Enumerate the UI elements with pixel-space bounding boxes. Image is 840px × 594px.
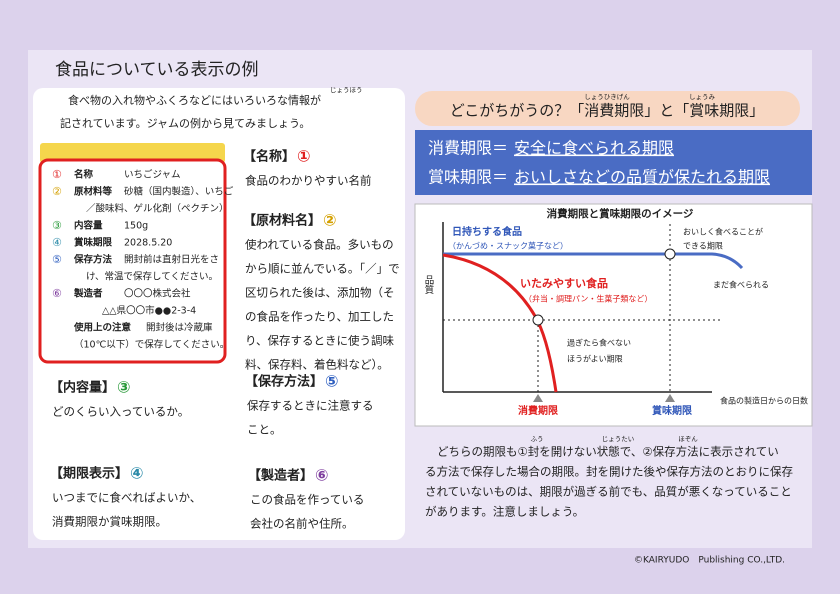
label-cont: ／酸味料、ゲル化剤（ペクチン） [86,203,229,215]
label-val: 開封後は冷蔵庫 [146,322,213,334]
item-head: 【期限表示】 [50,466,128,482]
annotation: ほうがよい期限 [567,354,623,364]
red-note: （弁当・調理パン・生菓子類など） [524,294,652,304]
item-num: ② [323,211,337,230]
ruby: ふう [531,435,544,443]
definition-key: 賞味期限＝ [428,168,508,187]
label-key: 賞味期限 [74,237,113,249]
item-line: 会社の名前や住所。 [250,517,354,531]
y-label: 品質 [423,275,435,295]
item-line: こと。 [247,423,282,437]
ruby: しょうみ [689,93,716,101]
annotation: 過ぎたら食べない [567,338,631,348]
ruby: じょうほう [330,86,363,94]
item-num: ⑥ [315,466,329,485]
question: どこがちがうの？「消費期限」と「賞味期限」 [450,102,765,120]
paragraph-line: されていないものは、期限が過ぎる前でも、品質が悪くなっていること [425,485,792,499]
item-line: この食品を作っている [250,493,364,507]
item-line: 料、保存料、着色料など）。 [245,358,389,372]
item-num: ③ [117,378,131,397]
point [664,248,676,260]
ruby: しょうひきげん [584,92,630,101]
label-key: 使用上の注意 [73,322,132,334]
image-frame [414,203,813,427]
red-name: いたみやすい食品 [520,276,608,290]
mark-label: 消費期限 [518,404,559,417]
item-num: ④ [130,464,144,483]
ruby: じょうたい [602,435,635,443]
label-val: 砂糖（国内製造）、いちご [124,186,234,198]
label-key: 製造者 [73,288,103,300]
point [532,314,544,326]
item-head: 【名称】 [243,149,295,165]
label-num: ③ [52,219,62,232]
label-key: 保存方法 [73,254,113,266]
item-head: 【保存方法】 [245,374,323,390]
title: 食品についている表示の例 [55,60,259,80]
paragraph-line: る方法で保存した場合の期限。封を開けた後や保存方法のとおりに保存 [425,465,793,479]
label-num: ② [52,185,62,198]
item-head: 【内容量】 [50,380,115,396]
item-line: 保存するときに注意する [247,399,374,413]
paragraph-line: どちらの期限も①封を開けない状態で、②保存方法に表示されてい [437,445,779,459]
label-num: ⑤ [52,253,62,266]
blue-name: 日持ちする食品 [452,225,522,238]
item-line: 消費期限か賞味期限。 [52,515,167,529]
copyright: ©KAIRYUDO Publishing CO.,LTD. [634,556,785,566]
annotation: できる期限 [683,242,723,251]
item-line: の食品を作ったり、加工した [245,310,394,324]
image-title: 消費期限と賞味期限のイメージ [547,207,694,220]
definition-key: 消費期限＝ [428,139,508,158]
label-val: 開封前は直射日光をさ [124,254,219,266]
label-num: ① [52,168,62,181]
label-val: 〇〇〇株式会社 [124,288,191,300]
x-label: 食品の製造日からの日数 [720,396,808,406]
label-cont: け、常温で保存してください。 [86,271,218,283]
definition-meaning: おいしさなどの品質が保たれる期限 [514,168,770,187]
item-line: から順に並んでいる。「／」で [245,262,400,276]
item-num: ① [297,147,311,166]
label-cont: （10℃以下）で保存してください。 [74,339,229,351]
label-val: 150g [124,221,148,232]
item-head: 【原材料名】 [243,213,321,229]
definition-meaning: 安全に食べられる期限 [514,139,674,158]
intro-line: 記されています。ジャムの例から見てみましょう。 [60,116,310,130]
item-line: いつまでに食べればよいか、 [52,491,201,505]
item-line: 使われている食品。多いもの [245,238,394,252]
item-line: 区切られた後は、添加物（そ [245,286,395,300]
label-key: 内容量 [74,220,103,232]
label-key: 原材料等 [74,186,113,198]
label-num: ④ [52,236,62,249]
label-val: 2028.5.20 [124,238,172,249]
item-line: 食品のわかりやすい名前 [245,174,372,188]
paragraph-line: があります。注意しましょう。 [425,505,584,519]
blue-curve [443,252,744,270]
label-num: ⑥ [52,287,62,300]
intro-line: 食べ物の入れ物やふくろなどにはいろいろな情報が [68,93,321,107]
item-num: ⑤ [325,372,339,391]
image: 消費期限と賞味期限のイメージ 品質 食品の製造日からの日数 日持ちする食品 （か… [414,203,813,427]
item-line: り、保存するときに使う調味 [245,334,395,348]
label-cont: △△県〇〇市●●2-3-4 [102,305,196,317]
label-key: 名称 [74,169,94,181]
question-pill [415,91,800,126]
annotation: まだ食べられる [713,280,769,290]
ruby: ほぞん [678,435,698,443]
label-val: いちごジャム [124,169,181,181]
item-head: 【製造者】 [248,468,313,484]
definition-box [415,130,812,195]
annotation: おいしく食べることが [683,227,763,237]
lid [40,143,225,163]
mark-label: 賞味期限 [652,404,693,417]
label-card [38,158,227,364]
item-line: どのくらい入っているか。 [52,405,189,419]
blue-note: （かんづめ・スナック菓子など） [448,241,568,251]
